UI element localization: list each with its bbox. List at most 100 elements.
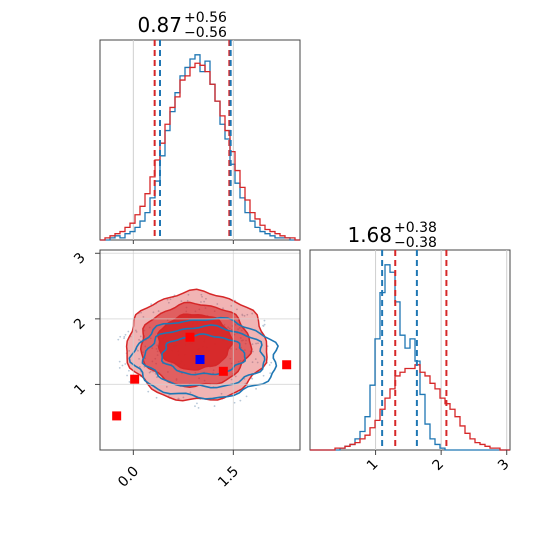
scatter-point xyxy=(180,300,183,303)
marker-red xyxy=(185,332,195,342)
scatter-point xyxy=(150,303,153,306)
scatter-point xyxy=(251,377,254,380)
scatter-point xyxy=(128,381,131,383)
scatter-point xyxy=(166,298,169,301)
x-tick-label: 3 xyxy=(495,456,513,474)
scatter-point xyxy=(262,325,265,327)
scatter-point xyxy=(194,405,196,408)
scatter-point xyxy=(269,372,272,375)
scatter-point xyxy=(155,396,158,399)
scatter-point xyxy=(262,374,265,377)
scatter-point xyxy=(128,350,131,352)
scatter-point xyxy=(213,405,216,407)
scatter-point xyxy=(118,360,121,363)
scatter-point xyxy=(135,331,138,333)
scatter-point xyxy=(186,299,189,302)
scatter-point xyxy=(147,390,150,393)
scatter-point xyxy=(139,335,142,338)
scatter-point xyxy=(127,330,130,333)
scatter-point xyxy=(169,298,172,301)
scatter-point xyxy=(142,315,145,318)
hist-param1-panel: 0.87 +0.56−0.56 xyxy=(99,10,301,244)
scatter-point xyxy=(216,303,219,305)
scatter-point xyxy=(203,300,206,303)
scatter-point xyxy=(270,361,273,364)
panel-title-value: 1.68 xyxy=(347,223,392,247)
scatter-point xyxy=(189,391,192,394)
scatter-point xyxy=(241,314,244,317)
scatter-point xyxy=(200,301,202,303)
scatter-point xyxy=(268,364,271,366)
panel-title-upper: +0.56 xyxy=(184,10,227,26)
scatter-point xyxy=(121,364,124,367)
scatter-point xyxy=(157,310,160,312)
x-tick-label: 1.5 xyxy=(215,464,242,491)
marker-red xyxy=(130,374,140,384)
scatter-point xyxy=(263,319,266,322)
scatter-point xyxy=(187,293,190,296)
scatter-point xyxy=(177,397,180,400)
scatter-point xyxy=(140,311,142,314)
scatter-point xyxy=(230,304,233,307)
scatter-point xyxy=(137,349,139,352)
scatter-point xyxy=(239,399,242,402)
scatter-point xyxy=(257,342,259,345)
histogram-series-red xyxy=(310,364,510,451)
scatter-point xyxy=(123,335,126,338)
scatter-point xyxy=(230,378,233,381)
contour-red-level xyxy=(157,313,234,371)
scatter-point xyxy=(138,357,140,360)
marker-red xyxy=(218,366,228,376)
scatter-point xyxy=(251,312,254,315)
x-tick-label: 1 xyxy=(364,456,382,474)
scatter-point xyxy=(220,392,223,395)
histogram-series-red xyxy=(100,62,300,241)
scatter-point xyxy=(124,333,127,336)
scatter-point xyxy=(152,311,155,314)
scatter-point xyxy=(126,374,128,377)
scatter-point xyxy=(200,293,203,296)
scatter-point xyxy=(156,376,158,379)
scatter-point xyxy=(128,369,130,372)
axes-frame xyxy=(99,249,301,451)
scatter-point xyxy=(251,343,254,346)
scatter-point xyxy=(251,350,254,353)
scatter-point xyxy=(119,335,122,338)
scatter-point xyxy=(196,402,198,405)
scatter-point xyxy=(243,314,246,317)
marker-red xyxy=(282,360,292,370)
scatter-point xyxy=(138,338,140,341)
scatter-point xyxy=(138,366,141,368)
marker-red xyxy=(112,411,122,421)
contour-blue-level xyxy=(128,316,280,400)
y-tick-label: 1 xyxy=(71,381,89,399)
scatter-point xyxy=(254,358,257,360)
scatter-point xyxy=(148,371,151,374)
scatter-point xyxy=(234,375,237,378)
axes-frame xyxy=(99,39,301,241)
scatter-point xyxy=(182,396,185,399)
marker-blue xyxy=(195,355,205,365)
hist-param2-panel: 1.68 +0.38−0.38 1 2 3 xyxy=(309,220,513,474)
scatter-point xyxy=(167,301,170,304)
scatter-point xyxy=(255,387,257,390)
scatter-point xyxy=(236,308,238,311)
joint-contour-panel: 0.0 1.5 1 2 3 xyxy=(71,249,301,491)
scatter-point xyxy=(256,361,259,364)
histogram-series-blue xyxy=(100,54,300,241)
scatter-point xyxy=(205,297,207,300)
axes-frame xyxy=(309,249,511,451)
x-tick-label: 2 xyxy=(430,456,448,474)
scatter-point xyxy=(165,385,168,388)
scatter-point xyxy=(255,342,257,345)
scatter-point xyxy=(118,367,121,369)
scatter-point xyxy=(197,406,200,409)
histogram-series-blue xyxy=(310,264,510,451)
panel-title-upper: +0.38 xyxy=(394,220,437,236)
scatter-point xyxy=(246,313,249,316)
panel-title-lower: −0.56 xyxy=(184,25,227,41)
scatter-point xyxy=(263,323,266,326)
scatter-point xyxy=(124,363,127,365)
scatter-point xyxy=(123,337,125,340)
